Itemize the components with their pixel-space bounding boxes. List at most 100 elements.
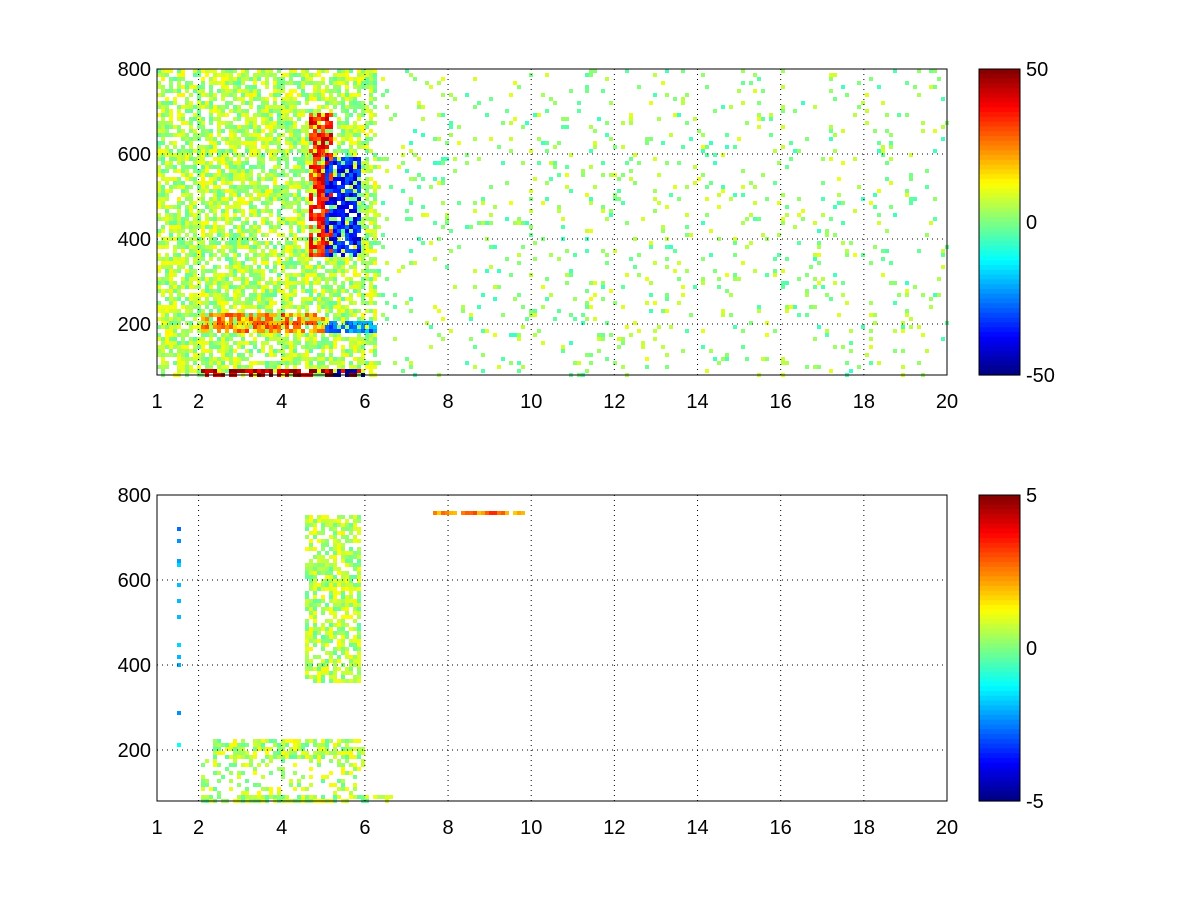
- heatmap-cell: [165, 209, 169, 213]
- heatmap-cell: [329, 129, 333, 133]
- heatmap-cell: [245, 349, 249, 353]
- heatmap-cell: [617, 337, 621, 341]
- heatmap-cell: [369, 281, 373, 285]
- heatmap-cell: [289, 273, 293, 277]
- heatmap-cell: [797, 313, 801, 317]
- colorbar-segment: [979, 331, 1020, 338]
- heatmap-cell: [385, 317, 389, 321]
- heatmap-cell: [185, 185, 189, 189]
- heatmap-cell: [325, 153, 329, 157]
- heatmap-cell: [265, 245, 269, 249]
- heatmap-cell: [309, 337, 313, 341]
- heatmap-cell: [225, 93, 229, 97]
- heatmap-cell: [217, 281, 221, 285]
- heatmap-cell: [229, 93, 233, 97]
- heatmap-cell: [369, 321, 373, 325]
- heatmap-cell: [313, 329, 317, 333]
- heatmap-cell: [941, 249, 945, 253]
- heatmap-cell: [437, 161, 441, 165]
- heatmap-cell: [321, 173, 325, 177]
- heatmap-cell: [329, 679, 333, 683]
- heatmap-cell: [445, 265, 449, 269]
- heatmap-cell: [329, 659, 333, 663]
- heatmap-cell: [281, 73, 285, 77]
- heatmap-cell: [681, 145, 685, 149]
- heatmap-cell: [813, 105, 817, 109]
- colorbar-segment: [979, 245, 1020, 252]
- heatmap-cell: [157, 157, 161, 161]
- heatmap-cell: [217, 743, 221, 747]
- heatmap-cell: [233, 169, 237, 173]
- heatmap-cell: [237, 153, 241, 157]
- heatmap-cell: [241, 229, 245, 233]
- heatmap-cell: [349, 169, 353, 173]
- colorbar-segment: [979, 312, 1020, 319]
- heatmap-cell: [353, 539, 357, 543]
- heatmap-cell: [201, 169, 205, 173]
- heatmap-cell: [353, 85, 357, 89]
- heatmap-cell: [885, 249, 889, 253]
- heatmap-cell: [309, 531, 313, 535]
- heatmap-cell: [273, 97, 277, 101]
- heatmap-cell: [393, 113, 397, 117]
- heatmap-cell: [877, 189, 881, 193]
- heatmap-cell: [261, 321, 265, 325]
- heatmap-cell: [217, 273, 221, 277]
- x-tick-label: 1: [151, 391, 162, 413]
- heatmap-cell: [305, 201, 309, 205]
- heatmap-cell: [345, 121, 349, 125]
- heatmap-cell: [773, 329, 777, 333]
- heatmap-cell: [233, 129, 237, 133]
- heatmap-cell: [741, 169, 745, 173]
- heatmap-cell: [353, 663, 357, 667]
- heatmap-cell: [269, 249, 273, 253]
- heatmap-cell: [297, 273, 301, 277]
- colorbar-segment: [979, 231, 1020, 237]
- heatmap-cell: [473, 365, 477, 369]
- heatmap-cell: [345, 205, 349, 209]
- heatmap-cell: [333, 81, 337, 85]
- heatmap-cell: [217, 329, 221, 333]
- heatmap-cell: [161, 89, 165, 93]
- plot-frame-top: [156, 68, 948, 376]
- heatmap-cell: [257, 301, 261, 305]
- heatmap-cell: [913, 285, 917, 289]
- heatmap-cell: [185, 321, 189, 325]
- x-tick-label: 18: [853, 391, 875, 413]
- heatmap-cell: [777, 253, 781, 257]
- heatmap-cell: [285, 181, 289, 185]
- heatmap-cell: [157, 81, 161, 85]
- heatmap-cell: [281, 265, 285, 269]
- heatmap-cell: [205, 293, 209, 297]
- heatmap-cell: [261, 153, 265, 157]
- heatmap-cell: [341, 261, 345, 265]
- heatmap-cell: [313, 157, 317, 161]
- heatmap-cell: [173, 285, 177, 289]
- heatmap-cell: [673, 113, 677, 117]
- heatmap-cell: [209, 117, 213, 121]
- heatmap-cell: [293, 763, 297, 767]
- heatmap-cell: [337, 519, 341, 523]
- heatmap-cell: [333, 221, 337, 225]
- heatmap-cell: [329, 297, 333, 301]
- heatmap-cell: [173, 229, 177, 233]
- heatmap-cell: [197, 281, 201, 285]
- heatmap-cell: [209, 133, 213, 137]
- heatmap-cell: [197, 69, 201, 73]
- heatmap-cell: [281, 747, 285, 751]
- heatmap-cell: [245, 253, 249, 257]
- heatmap-cell: [341, 77, 345, 81]
- heatmap-cell: [265, 369, 269, 373]
- heatmap-cell: [269, 129, 273, 133]
- heatmap-cell: [385, 89, 389, 93]
- heatmap-cell: [261, 129, 265, 133]
- heatmap-cell: [329, 181, 333, 185]
- heatmap-cell: [165, 265, 169, 269]
- heatmap-cell: [409, 149, 413, 153]
- heatmap-cell: [317, 755, 321, 759]
- heatmap-cell: [177, 69, 181, 73]
- heatmap-cell: [369, 249, 373, 253]
- heatmap-cell: [265, 281, 269, 285]
- heatmap-cell: [345, 277, 349, 281]
- heatmap-cell: [365, 333, 369, 337]
